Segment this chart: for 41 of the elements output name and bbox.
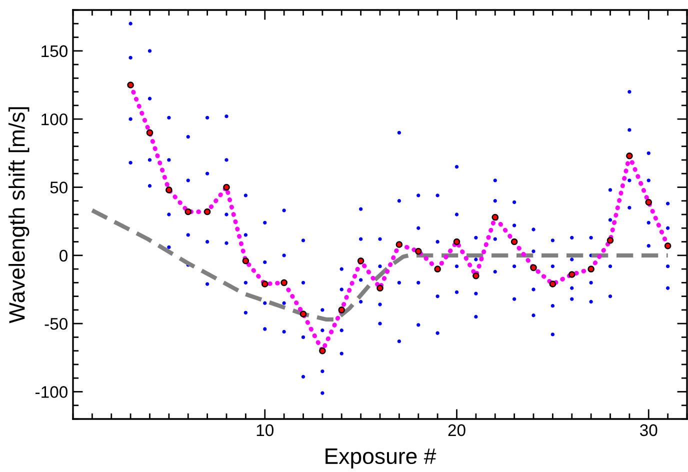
y-tick-label: -100 bbox=[36, 386, 68, 398]
point bbox=[568, 271, 576, 278]
point bbox=[606, 237, 614, 244]
y-tick-label: 150 bbox=[42, 45, 68, 58]
y-tick-label: -50 bbox=[44, 318, 68, 330]
point bbox=[434, 266, 441, 272]
x-tick-label: 10 bbox=[256, 424, 274, 436]
y-axis-title: Wavelength shift [m/s] bbox=[8, 107, 30, 324]
point bbox=[645, 198, 652, 206]
point bbox=[223, 184, 230, 191]
point bbox=[492, 214, 499, 221]
y-tick-label: 100 bbox=[42, 113, 68, 126]
point bbox=[146, 129, 154, 136]
y-tick-label: 50 bbox=[50, 182, 68, 194]
point bbox=[472, 272, 480, 280]
point bbox=[530, 264, 537, 272]
point bbox=[300, 310, 307, 318]
line-series bbox=[90, 208, 670, 322]
y-tick-label: 0 bbox=[60, 250, 68, 262]
point bbox=[664, 242, 672, 250]
point bbox=[204, 208, 211, 216]
point bbox=[166, 186, 172, 194]
x-axis-title: Exposure # bbox=[326, 448, 436, 468]
x-tick-label: 20 bbox=[448, 424, 466, 436]
x-tick-label: 30 bbox=[640, 424, 658, 436]
point bbox=[396, 241, 403, 248]
point bbox=[453, 238, 460, 246]
point bbox=[414, 248, 422, 255]
point bbox=[510, 238, 518, 246]
point bbox=[338, 306, 346, 314]
point bbox=[184, 208, 192, 216]
point bbox=[242, 257, 250, 264]
point bbox=[588, 266, 594, 272]
point bbox=[261, 280, 268, 288]
point bbox=[319, 347, 326, 354]
point bbox=[376, 284, 384, 292]
point bbox=[357, 257, 364, 264]
point bbox=[626, 152, 633, 160]
point bbox=[549, 280, 556, 288]
point bbox=[127, 82, 134, 88]
point bbox=[280, 279, 288, 286]
